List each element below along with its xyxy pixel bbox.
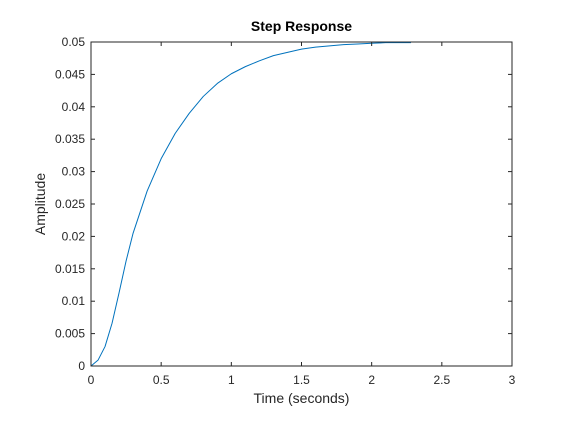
y-tick-label: 0.045 xyxy=(55,67,85,81)
x-axis-label: Time (seconds) xyxy=(254,390,350,406)
x-tick-label: 0.5 xyxy=(153,373,170,387)
step-response-line[interactable] xyxy=(90,42,411,367)
plot-area xyxy=(91,42,512,366)
x-tick-label: 1.5 xyxy=(293,373,310,387)
x-tick-label: 3 xyxy=(509,373,516,387)
x-tick-label: 0 xyxy=(88,373,95,387)
x-tick-label: 2 xyxy=(368,373,375,387)
x-tick-label: 2.5 xyxy=(433,373,450,387)
y-axis-label: Amplitude xyxy=(32,173,48,235)
y-tick-label: 0.04 xyxy=(62,100,86,114)
y-tick-label: 0.025 xyxy=(55,197,85,211)
y-tick-label: 0.015 xyxy=(55,262,85,276)
y-tick-label: 0.005 xyxy=(55,327,85,341)
chart-title: Step Response xyxy=(251,18,352,34)
y-tick-label: 0.035 xyxy=(55,132,85,146)
y-tick-label: 0 xyxy=(78,359,85,373)
y-tick-label: 0.01 xyxy=(62,294,86,308)
y-tick-label: 0.03 xyxy=(62,165,86,179)
y-tick-label: 0.05 xyxy=(62,35,86,49)
y-tick-label: 0.02 xyxy=(62,229,86,243)
x-tick-label: 1 xyxy=(228,373,235,387)
